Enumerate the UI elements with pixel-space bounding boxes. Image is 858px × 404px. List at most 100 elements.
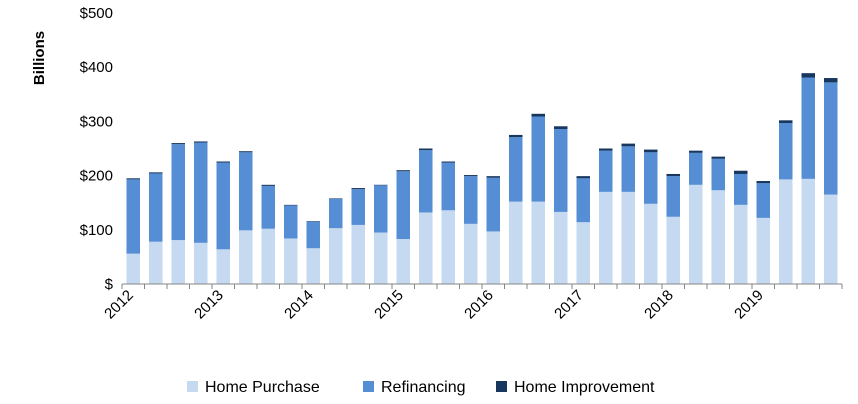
bar-home-improvement <box>419 148 433 151</box>
y-tick-label: $100 <box>80 222 113 239</box>
x-tick-label: 2014 <box>281 287 317 323</box>
bar-home-purchase <box>711 190 725 284</box>
bar-refinancing <box>621 146 635 192</box>
bar-home-purchase <box>306 248 320 284</box>
bar-refinancing <box>486 177 500 232</box>
bar-refinancing <box>644 152 658 204</box>
x-tick-label: 2016 <box>461 287 497 323</box>
legend-item: Home Improvement <box>496 379 655 396</box>
bar-refinancing <box>531 116 545 202</box>
x-tick-label: 2019 <box>731 287 767 323</box>
bar-home-purchase <box>441 210 455 284</box>
bar-home-purchase <box>734 204 748 284</box>
bar-home-purchase <box>216 249 230 284</box>
x-tick-label: 2018 <box>641 287 677 323</box>
bar-home-improvement <box>486 176 500 178</box>
bar-refinancing <box>441 162 455 211</box>
bar-refinancing <box>261 185 275 229</box>
bar-refinancing <box>396 171 410 240</box>
bar-refinancing <box>306 221 320 249</box>
legend-label: Home Improvement <box>514 379 655 396</box>
bar-refinancing <box>756 183 770 218</box>
bar-home-purchase <box>576 222 590 284</box>
legend-label: Home Purchase <box>205 379 320 396</box>
bar-home-improvement <box>194 141 208 143</box>
x-tick-label: 2017 <box>551 287 587 323</box>
bar-home-improvement <box>239 151 253 153</box>
legend-label: Refinancing <box>381 379 466 396</box>
bar-home-purchase <box>329 228 343 284</box>
bar-home-improvement <box>644 149 658 153</box>
bar-home-purchase <box>261 228 275 284</box>
bar-home-purchase <box>599 191 613 284</box>
bar-home-improvement <box>621 143 635 147</box>
bar-refinancing <box>329 198 343 229</box>
bar-home-purchase <box>824 194 838 284</box>
bar-refinancing <box>689 152 703 185</box>
bar-home-improvement <box>734 170 748 174</box>
y-tick-label: $500 <box>80 5 113 22</box>
bar-refinancing <box>419 150 433 213</box>
bar-home-improvement <box>824 78 838 83</box>
bar-home-purchase <box>486 231 500 284</box>
legend-item: Home Purchase <box>187 379 320 396</box>
bar-home-improvement <box>374 184 388 186</box>
x-axis-ticks: 2012 2013 2014 2015 2016 2017 2018 2019 <box>101 284 843 323</box>
bar-home-improvement <box>576 176 590 179</box>
bar-refinancing <box>509 137 523 202</box>
bar-refinancing <box>464 176 478 224</box>
legend-swatch <box>496 381 507 392</box>
bar-refinancing <box>194 142 208 243</box>
bar-home-purchase <box>374 232 388 284</box>
bar-home-purchase <box>396 239 410 284</box>
legend-swatch <box>187 381 198 392</box>
bar-refinancing <box>734 173 748 205</box>
bar-home-purchase <box>464 223 478 284</box>
bar-home-improvement <box>464 175 478 177</box>
y-axis-title: Billions <box>31 31 48 85</box>
y-tick-label: $ <box>105 276 114 293</box>
bar-home-purchase <box>644 203 658 284</box>
bar-home-purchase <box>239 230 253 284</box>
bar-refinancing <box>779 123 793 180</box>
bar-home-purchase <box>666 216 680 284</box>
bars <box>126 73 838 284</box>
bar-refinancing <box>599 150 613 192</box>
bar-home-purchase <box>171 240 185 284</box>
x-tick-label: 2013 <box>191 287 227 323</box>
bar-refinancing <box>284 205 298 239</box>
bar-home-improvement <box>441 161 455 163</box>
bar-home-improvement <box>261 184 275 186</box>
bar-home-purchase <box>531 201 545 284</box>
bar-home-purchase <box>126 253 140 284</box>
bar-refinancing <box>801 77 815 179</box>
y-axis-ticks: $ $100 $200 $300 $400 $500 <box>80 5 114 293</box>
bar-home-purchase <box>194 242 208 284</box>
bar-home-purchase <box>621 191 635 284</box>
bar-refinancing <box>576 178 590 223</box>
bar-home-improvement <box>306 221 320 222</box>
bar-home-improvement <box>689 150 703 153</box>
bar-refinancing <box>554 128 568 212</box>
legend-item: Refinancing <box>363 379 466 396</box>
bar-home-purchase <box>689 184 703 284</box>
bar-home-purchase <box>509 201 523 284</box>
bar-home-purchase <box>351 224 365 284</box>
bar-home-purchase <box>149 241 163 284</box>
bar-home-improvement <box>284 204 298 206</box>
y-tick-label: $300 <box>80 113 113 130</box>
bar-refinancing <box>824 82 838 195</box>
bar-home-improvement <box>216 161 230 163</box>
bar-refinancing <box>711 158 725 191</box>
y-axis-label: Billions <box>31 31 48 85</box>
bar-home-purchase <box>284 238 298 284</box>
bar-refinancing <box>374 185 388 233</box>
bar-home-purchase <box>801 178 815 284</box>
bar-home-improvement <box>711 156 725 159</box>
bar-refinancing <box>666 176 680 217</box>
bar-home-improvement <box>509 134 523 138</box>
bar-home-improvement <box>599 148 613 151</box>
bar-home-improvement <box>351 188 365 190</box>
bar-home-improvement <box>554 126 568 129</box>
